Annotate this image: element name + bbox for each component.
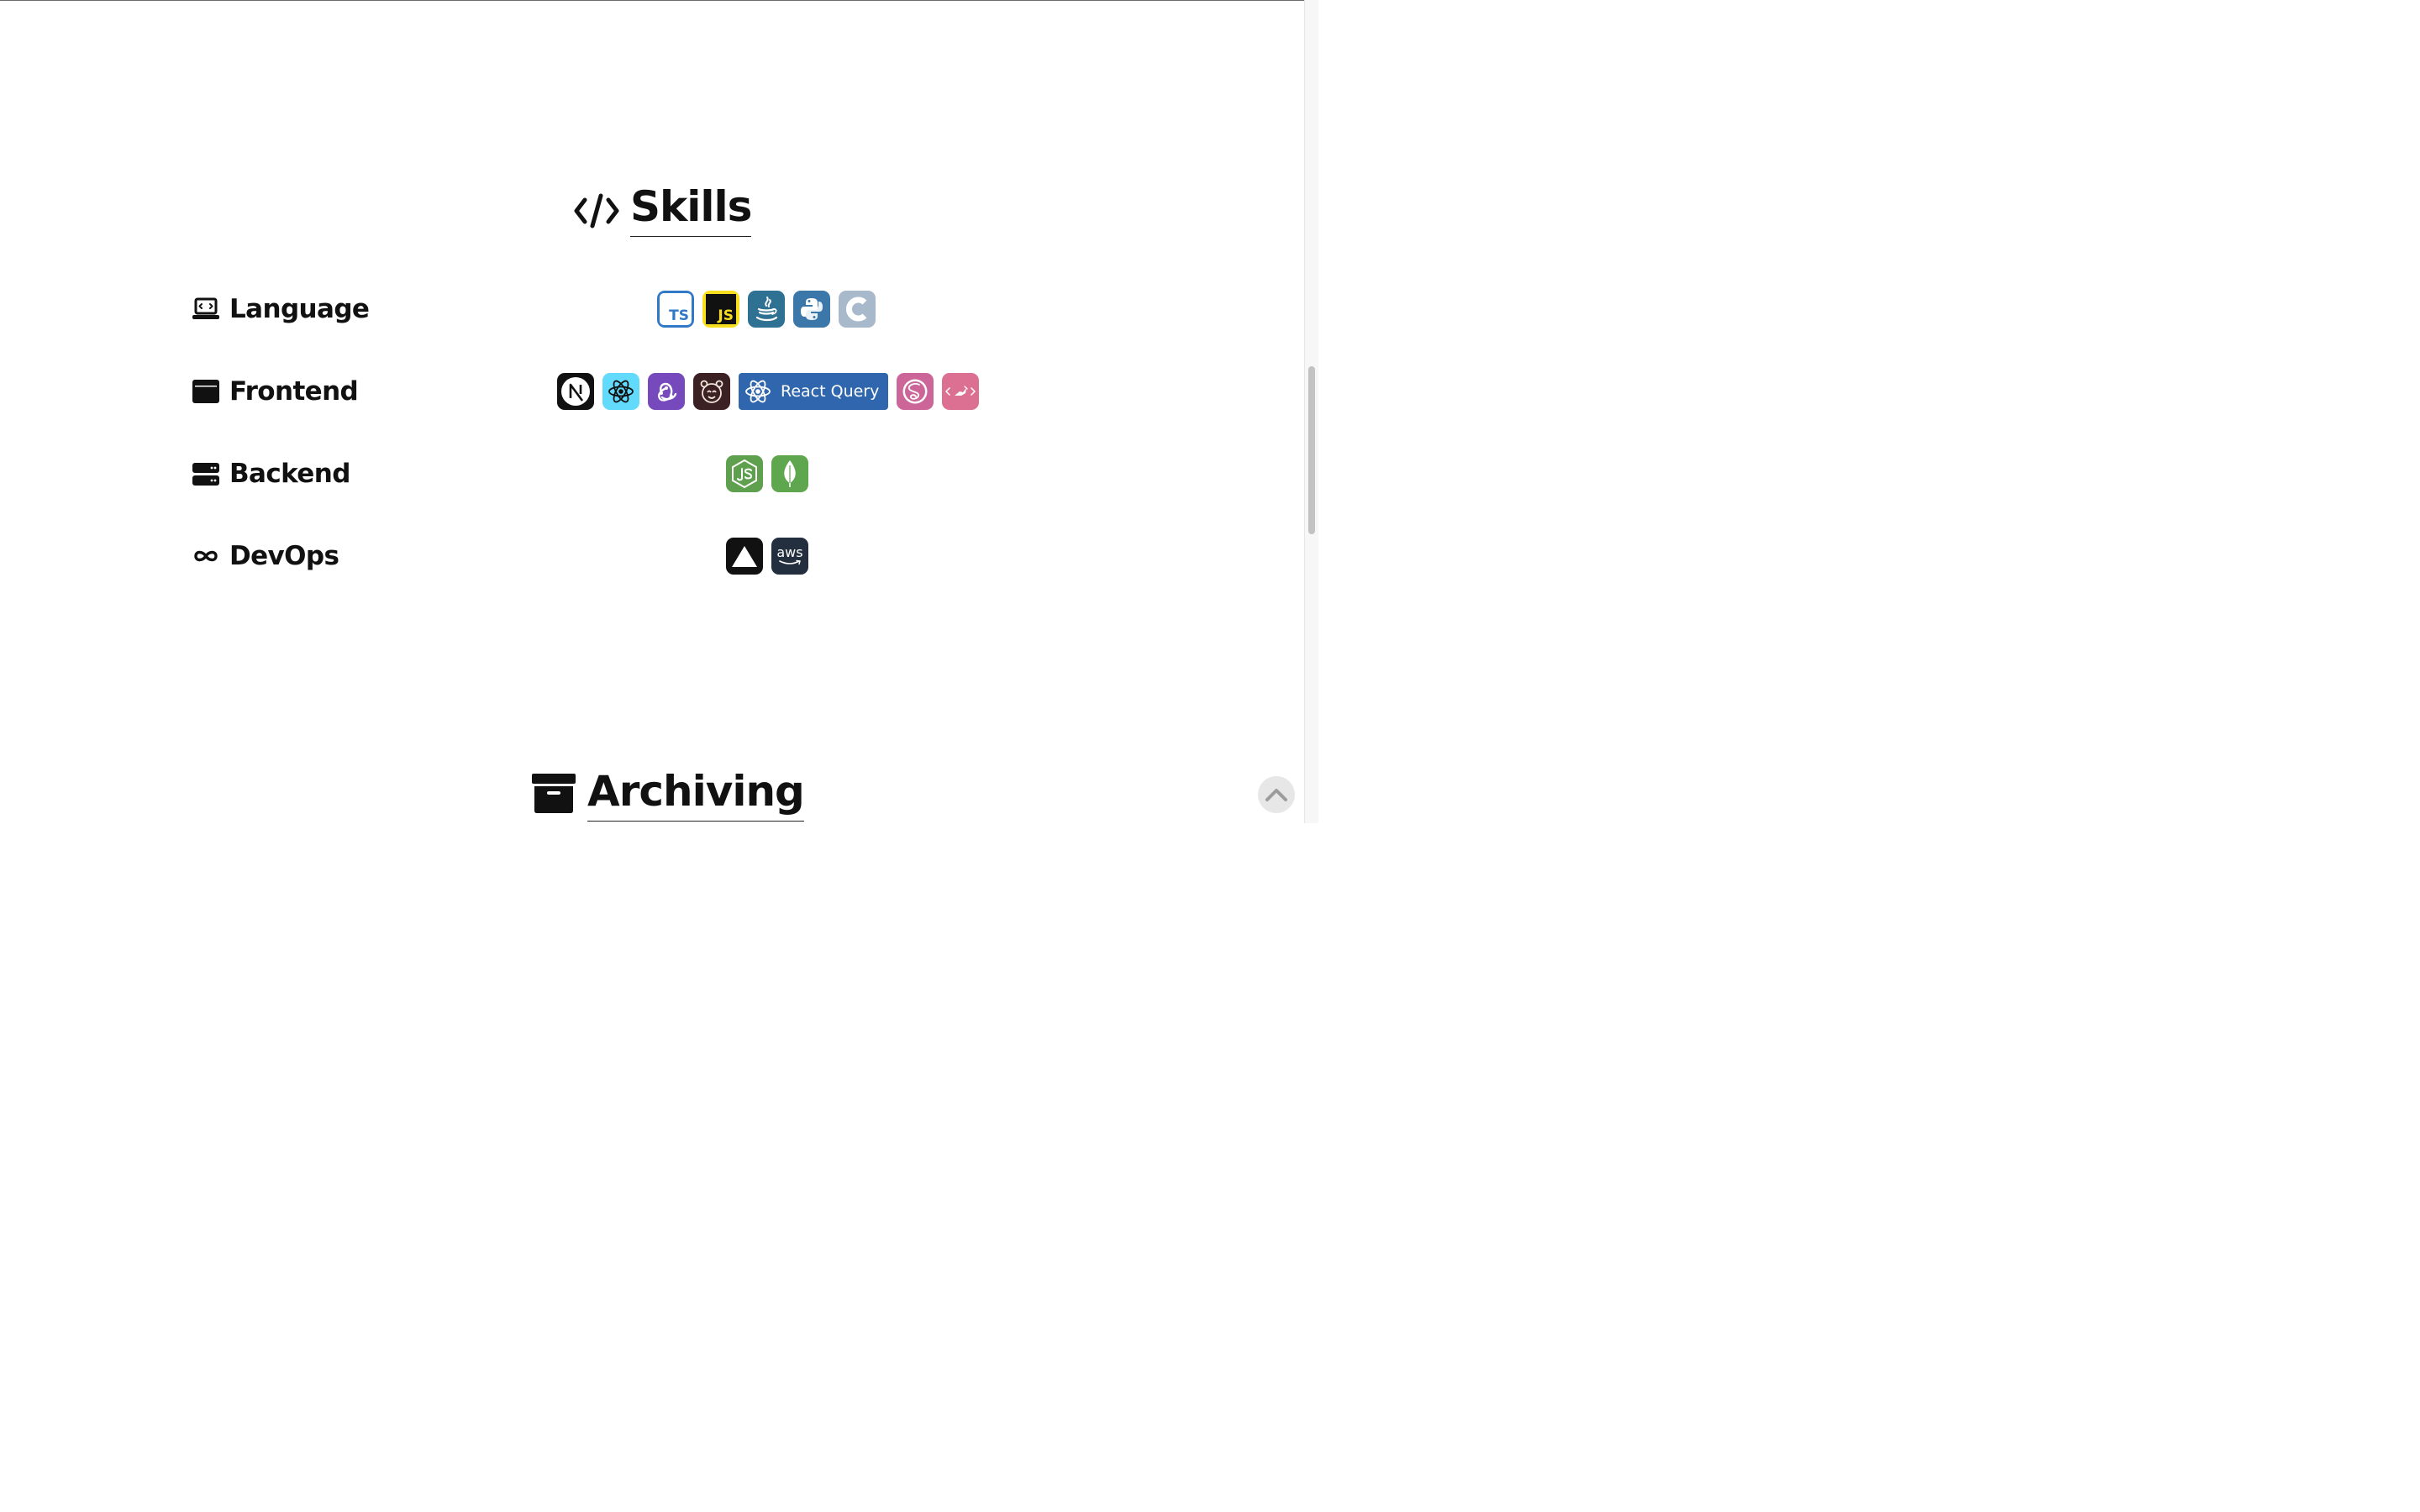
skill-category-frontend: Frontend (0, 371, 1304, 412)
vertical-scrollbar[interactable] (1304, 0, 1318, 823)
language-icons: TS JS (657, 291, 876, 328)
category-label: Backend (192, 454, 350, 494)
code-icon (574, 193, 619, 228)
category-backend-label: Backend (229, 459, 350, 489)
skill-category-backend: Backend (0, 454, 1304, 494)
archiving-title: Archiving (587, 767, 805, 822)
category-language-label: Language (229, 294, 370, 324)
browser-window-icon (192, 380, 219, 403)
c-language-icon (839, 291, 876, 328)
java-icon (748, 291, 785, 328)
laptop-code-icon (192, 297, 219, 319)
react-query-label: React Query (781, 382, 880, 401)
devops-icons: aws (726, 538, 808, 575)
styled-components-icon (942, 373, 980, 410)
category-devops-label: DevOps (229, 541, 339, 571)
vercel-icon (726, 538, 763, 575)
recoil-icon (693, 373, 730, 410)
react-query-badge: React Query (739, 373, 889, 410)
aws-icon: aws (771, 538, 808, 575)
category-label: Language (192, 289, 370, 329)
javascript-icon: JS (702, 291, 739, 328)
mongodb-icon (771, 455, 808, 492)
chevron-up-icon (1265, 789, 1287, 801)
scrollbar-thumb[interactable] (1308, 366, 1315, 534)
backend-icons (726, 455, 808, 492)
nextjs-icon (557, 373, 594, 410)
react-icon (602, 373, 639, 410)
skill-category-language: Language TS JS (0, 289, 1304, 329)
frontend-icons: React Query (557, 373, 980, 410)
archive-box-icon (532, 774, 576, 813)
infinity-icon (194, 550, 218, 562)
category-frontend-label: Frontend (229, 376, 359, 407)
redux-icon (648, 373, 685, 410)
python-icon (793, 291, 830, 328)
react-query-icon (745, 380, 771, 403)
server-icon (192, 463, 219, 486)
nodejs-icon (726, 455, 763, 492)
top-border (0, 0, 1304, 1)
skills-heading: Skills (573, 182, 752, 237)
archiving-heading: Archiving (532, 767, 805, 822)
skill-category-devops: DevOps aws (0, 536, 1304, 576)
skills-title: Skills (630, 182, 752, 237)
category-label: DevOps (192, 536, 339, 576)
scroll-to-top-button[interactable] (1258, 776, 1295, 813)
category-label: Frontend (192, 371, 359, 412)
sass-icon (897, 373, 934, 410)
typescript-icon: TS (657, 291, 694, 328)
